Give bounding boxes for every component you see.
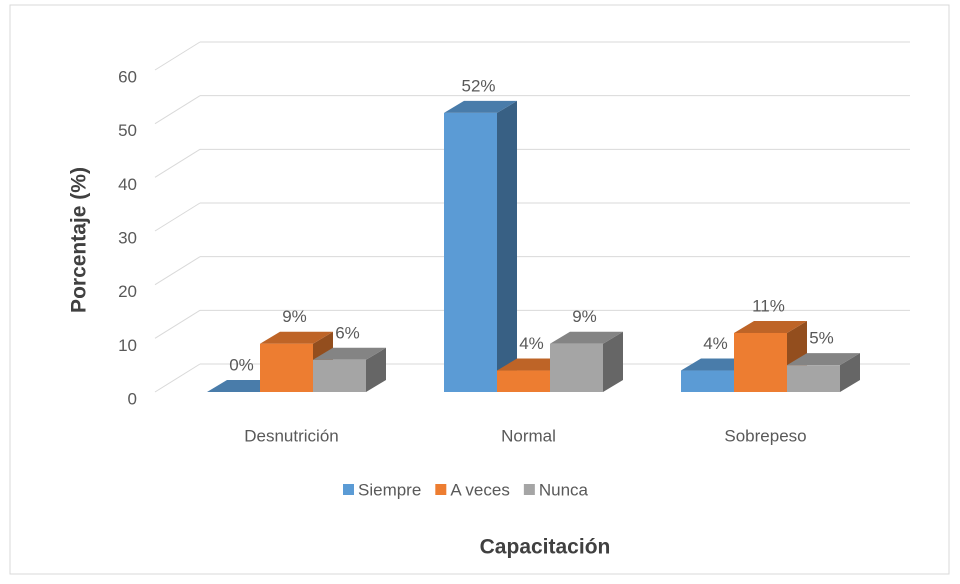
- bar-side: [366, 347, 386, 392]
- y-tick-label: 30: [118, 228, 137, 247]
- bar-top: [787, 353, 860, 366]
- y-tick-label: 50: [118, 121, 137, 140]
- y-tick-label: 40: [118, 175, 137, 194]
- bar: [787, 365, 840, 392]
- data-label: 52%: [461, 76, 495, 95]
- legend-swatch: [435, 484, 447, 495]
- legend-label: Nunca: [539, 480, 589, 499]
- y-tick-label: 20: [118, 282, 137, 301]
- grid-line: [154, 363, 201, 393]
- data-label: 5%: [809, 329, 834, 348]
- y-tick-label: 10: [118, 336, 137, 355]
- y-tick-label: 0: [128, 389, 137, 408]
- data-label: 11%: [752, 296, 785, 315]
- grid-line: [154, 95, 201, 125]
- bar-side: [603, 331, 623, 392]
- grid-line: [154, 256, 201, 286]
- bar-top: [260, 331, 333, 344]
- x-tick-label: Normal: [501, 426, 556, 445]
- data-label: 6%: [335, 323, 360, 342]
- bar-top: [550, 331, 623, 344]
- bar: [444, 112, 497, 392]
- grid-line: [154, 41, 201, 71]
- bar-top: [734, 320, 807, 333]
- y-axis-title: Porcentaje (%): [68, 167, 91, 313]
- data-label: 4%: [703, 334, 728, 353]
- grid-line: [154, 202, 201, 232]
- data-label: 0%: [229, 355, 254, 374]
- data-label: 4%: [519, 334, 544, 353]
- legend-label: A veces: [450, 480, 510, 499]
- bar: [734, 332, 787, 392]
- x-axis-title: Capacitación: [480, 536, 611, 559]
- legend-swatch: [523, 484, 535, 495]
- x-tick-label: Sobrepeso: [724, 426, 806, 445]
- bar-side: [840, 353, 860, 392]
- bar-top: [444, 100, 517, 113]
- data-label: 9%: [282, 307, 307, 326]
- bar: [681, 370, 734, 392]
- y-tick-label: 60: [118, 67, 137, 86]
- bar-top: [313, 347, 386, 360]
- bar: [497, 370, 550, 392]
- grid-line: [154, 309, 201, 339]
- bar-side: [497, 100, 517, 392]
- legend-swatch: [343, 484, 354, 495]
- bar: [550, 343, 603, 392]
- bar: [313, 359, 366, 392]
- bar: [260, 343, 313, 392]
- data-label: 9%: [572, 307, 597, 326]
- legend-label: Siempre: [358, 480, 421, 499]
- grid-line: [154, 148, 201, 178]
- x-tick-label: Desnutrición: [244, 426, 339, 445]
